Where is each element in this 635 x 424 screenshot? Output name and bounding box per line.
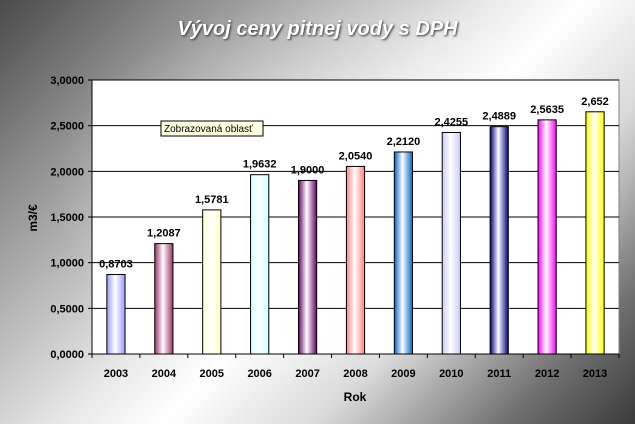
y-tick-label: 1,5000 <box>50 212 84 224</box>
bar-2013 <box>585 111 605 355</box>
y-axis-label: m3/€ <box>26 204 40 232</box>
bar-2011 <box>489 126 509 355</box>
y-tick-label: 2,0000 <box>50 166 84 178</box>
axes: 0,0000 0,5000 1,0000 1,5000 2,0000 2,5000 3,00… <box>50 75 620 380</box>
x-tick-label-2011: 2011 <box>487 368 511 380</box>
x-tick-label-2006: 2006 <box>247 368 271 380</box>
bar-2005 <box>202 209 222 355</box>
x-tick-label-2004: 2004 <box>152 368 177 380</box>
tooltip: Zobrazovaná oblasť <box>160 120 264 137</box>
chart-title: Vývoj ceny pitnej vody s DPH <box>177 18 458 40</box>
y-tick-label: 0,0000 <box>50 349 84 361</box>
x-tick-label-2012: 2012 <box>535 368 559 380</box>
data-label-2006: 1,9632 <box>243 159 277 171</box>
data-label-2013: 2,652 <box>581 96 609 108</box>
x-tick-label-2003: 2003 <box>104 368 128 380</box>
data-label-2007: 1,9000 <box>291 164 325 176</box>
x-tick-label-2013: 2013 <box>583 368 607 380</box>
tooltip-box <box>160 120 264 137</box>
bar-2006 <box>250 174 270 355</box>
data-label-2005: 1,5781 <box>195 194 229 206</box>
y-tick-label: 3,0000 <box>50 75 84 87</box>
y-tick-label: 2,5000 <box>50 121 84 133</box>
tooltip-text: Zobrazovaná oblasť <box>164 124 253 135</box>
x-tick-label-2007: 2007 <box>295 368 319 380</box>
x-tick-label-2005: 2005 <box>200 368 224 380</box>
bar-2004 <box>154 243 174 355</box>
bar-2008 <box>345 165 366 355</box>
bar-2007 <box>297 179 318 355</box>
y-tick-label: 0,5000 <box>50 303 84 315</box>
x-tick-label-2010: 2010 <box>439 368 463 380</box>
x-tick-label-2009: 2009 <box>391 368 415 380</box>
data-label-2003: 0,8703 <box>99 259 133 271</box>
data-labels: 0,8703 1,2087 1,5781 1,9632 1,9000 2,0540 2,21… <box>99 96 609 271</box>
data-label-2012: 2,5635 <box>530 104 564 116</box>
data-label-2004: 1,2087 <box>147 228 181 240</box>
data-label-2010: 2,4255 <box>434 116 468 128</box>
bar-2009 <box>393 151 414 355</box>
x-tick-label-2008: 2008 <box>343 368 367 380</box>
bar-2012 <box>537 119 557 355</box>
data-label-2011: 2,4889 <box>482 111 516 123</box>
data-label-2008: 2,0540 <box>339 150 373 162</box>
data-label-2009: 2,2120 <box>387 136 421 148</box>
bar-2010 <box>441 131 461 355</box>
y-tick-label: 1,0000 <box>50 258 84 270</box>
x-axis-label: Rok <box>344 390 367 404</box>
bar-2003 <box>106 274 126 355</box>
